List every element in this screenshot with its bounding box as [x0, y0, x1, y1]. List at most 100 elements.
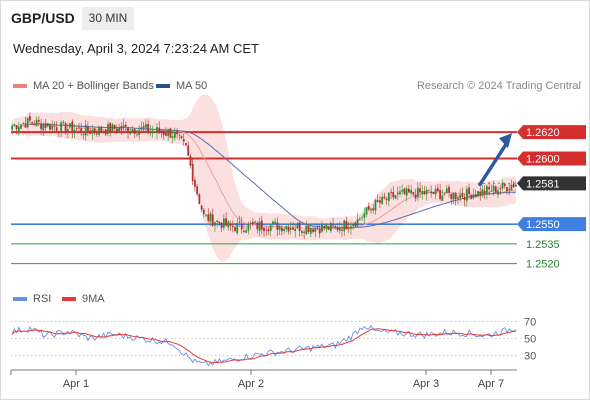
candle-body: [294, 228, 297, 232]
candle-body: [376, 200, 379, 202]
candle-body: [439, 190, 441, 200]
candle-body: [189, 156, 192, 166]
candle-body: [341, 229, 343, 231]
candle-body: [216, 220, 219, 223]
projection-arrow-shaft: [478, 139, 510, 187]
legend-rsi: RSI: [13, 293, 51, 305]
candle-body: [64, 123, 67, 133]
candle-body: [474, 194, 477, 197]
candle-body: [468, 187, 470, 194]
level-label-1.2600: 1.2600: [517, 151, 586, 166]
candle-body: [472, 194, 475, 199]
candle-body: [321, 224, 323, 232]
candle-body: [497, 190, 499, 195]
legend-ma50: MA 50: [156, 80, 207, 92]
candle-body: [278, 225, 281, 230]
candle-body: [334, 226, 337, 227]
candle-body: [479, 191, 482, 196]
candle-body: [327, 226, 330, 230]
candle-body: [298, 222, 301, 232]
candle-body: [234, 227, 236, 232]
candle-body: [457, 197, 459, 199]
candle-body: [113, 125, 116, 129]
candle-body: [80, 128, 83, 133]
candle-body: [89, 130, 92, 134]
candle-body: [82, 134, 85, 135]
candle-body: [40, 123, 42, 129]
candle-body: [367, 206, 370, 210]
candle-body: [381, 196, 384, 205]
candle-body: [214, 222, 216, 226]
candle-body: [423, 191, 426, 194]
candle-body: [452, 192, 455, 200]
candle-body: [20, 124, 22, 129]
ma50-swatch-icon: [156, 84, 170, 89]
candle-body: [109, 122, 112, 133]
candle-body: [104, 129, 107, 135]
x-tick-label: Apr 3: [413, 378, 439, 390]
candle-body: [470, 195, 473, 200]
candle-body: [358, 218, 361, 220]
bollinger-band-area: [12, 94, 516, 262]
level-label-text: 1.2600: [526, 153, 560, 165]
candle-body: [307, 226, 310, 232]
candle-body: [390, 191, 392, 193]
candle-body: [459, 194, 462, 199]
level-label-text-1.2520: 1.2520: [526, 259, 560, 271]
candle-body: [325, 224, 328, 229]
candle-body: [436, 188, 439, 192]
candle-body: [289, 228, 292, 230]
candle-body: [309, 228, 312, 234]
candle-body: [483, 190, 486, 194]
level-label-text: 1.2581: [526, 178, 560, 190]
candle-body: [60, 122, 63, 132]
candle-body: [263, 227, 265, 232]
candle-body: [419, 188, 421, 193]
candle-body: [238, 221, 241, 223]
candle-body: [481, 189, 484, 196]
rsi-tick-label: 50: [524, 333, 536, 345]
candle-body: [196, 186, 199, 195]
candle-body: [153, 131, 156, 133]
candle-body: [350, 226, 352, 229]
candle-body: [410, 189, 413, 194]
rsi-swatch-icon: [13, 297, 27, 302]
timeframe-button[interactable]: 30 MIN: [82, 7, 134, 30]
candle-body: [347, 227, 350, 229]
candle-body: [387, 192, 390, 202]
candle-body: [401, 189, 404, 192]
candle-body: [107, 124, 109, 134]
candle-body: [450, 193, 453, 199]
candle-body: [136, 134, 138, 136]
legend-rsi-label: RSI: [33, 293, 52, 305]
candle-body: [477, 191, 479, 197]
projection-arrow-head-icon: [499, 133, 512, 149]
candle-body: [156, 127, 158, 133]
candle-body: [205, 214, 207, 216]
ma20-swatch-icon: [13, 84, 27, 89]
candle-body: [231, 225, 234, 228]
candle-body: [95, 133, 98, 135]
candle-body: [392, 192, 395, 198]
copyright-notice: Research © 2024 Trading Central: [416, 80, 581, 92]
candle-body: [171, 136, 174, 138]
candle-body: [149, 130, 152, 132]
candle-body: [191, 163, 194, 182]
candle-body: [414, 194, 417, 199]
candle-body: [490, 190, 493, 192]
candle-body: [396, 192, 399, 195]
candle-body: [399, 191, 401, 195]
candle-body: [151, 130, 154, 132]
candle-body: [35, 119, 38, 127]
candle-body: [51, 125, 54, 130]
level-label-1.2620: 1.2620: [517, 125, 586, 140]
candle-body: [98, 126, 100, 135]
candle-body: [229, 223, 232, 226]
legend-ma20: MA 20 + Bollinger Bands: [13, 80, 154, 92]
ma9-swatch-icon: [62, 297, 76, 302]
candle-body: [73, 130, 76, 134]
candle-body: [305, 225, 308, 235]
candle-body: [512, 184, 515, 188]
level-label-1.2550: 1.2550: [517, 217, 586, 232]
candle-body: [506, 186, 508, 191]
